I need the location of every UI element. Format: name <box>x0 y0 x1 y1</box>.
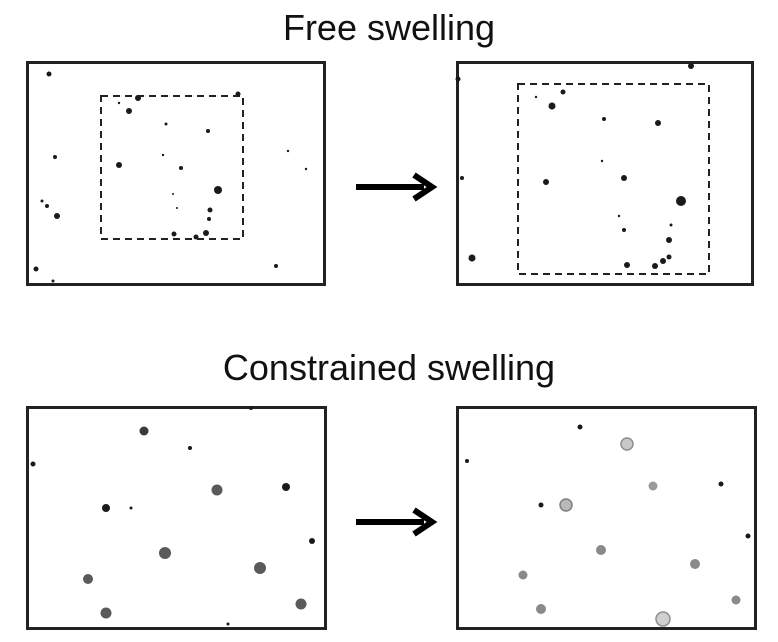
particles <box>30 406 315 626</box>
free-swelling-title: Free swelling <box>282 7 496 48</box>
constrained-before-panel <box>26 406 327 630</box>
panel-frame <box>456 406 757 630</box>
constrained-swelling-arrow-icon <box>356 507 438 537</box>
free-before-panel <box>26 61 326 286</box>
particles <box>455 63 694 269</box>
panel-frame <box>26 61 326 286</box>
panel-frame <box>26 406 327 630</box>
constrained-swelling-title: Constrained swelling <box>222 347 556 388</box>
particles <box>465 424 751 627</box>
region-of-interest <box>100 95 244 240</box>
free-swelling-arrow-icon <box>356 172 438 202</box>
particles <box>33 71 308 283</box>
panel-frame <box>456 61 754 286</box>
region-of-interest <box>517 83 710 275</box>
constrained-after-panel <box>456 406 757 630</box>
free-after-panel <box>455 61 754 286</box>
